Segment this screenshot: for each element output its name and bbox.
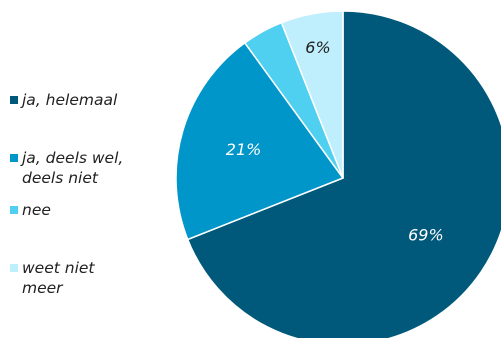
pie-slice-ja-helemaal xyxy=(186,10,501,338)
legend-swatch xyxy=(10,206,18,214)
legend-swatch xyxy=(10,96,18,104)
pie-slice-ja-deels-wel-deels-niet xyxy=(175,41,345,241)
legend-swatch xyxy=(10,154,18,162)
legend-label: ja, helemaal xyxy=(22,91,118,109)
legend-label: nee xyxy=(22,201,51,219)
pie-slice-value-label: 21% xyxy=(226,140,262,159)
legend-item-nee: nee xyxy=(10,200,172,220)
pie-slice-weet-niet-meer xyxy=(280,10,344,179)
legend-item-ja-deels: ja, deels wel, deels niet xyxy=(10,148,162,188)
legend-item-ja-helemaal: ja, helemaal xyxy=(10,90,172,110)
pie-slice-value-label: 6% xyxy=(305,38,330,57)
pie-slices xyxy=(175,10,501,338)
legend-label: weet niet meer xyxy=(22,259,95,297)
legend-swatch xyxy=(10,264,18,272)
legend-item-weet-niet-meer: weet niet meer xyxy=(10,258,117,298)
chart-legend: ja, helemaal ja, deels wel, deels niet n… xyxy=(10,0,180,338)
legend-label: ja, deels wel, deels niet xyxy=(22,149,124,187)
pie-slice-value-label: 69% xyxy=(408,225,444,244)
pie-slice-labels: 69% 21% 6% xyxy=(226,38,444,245)
